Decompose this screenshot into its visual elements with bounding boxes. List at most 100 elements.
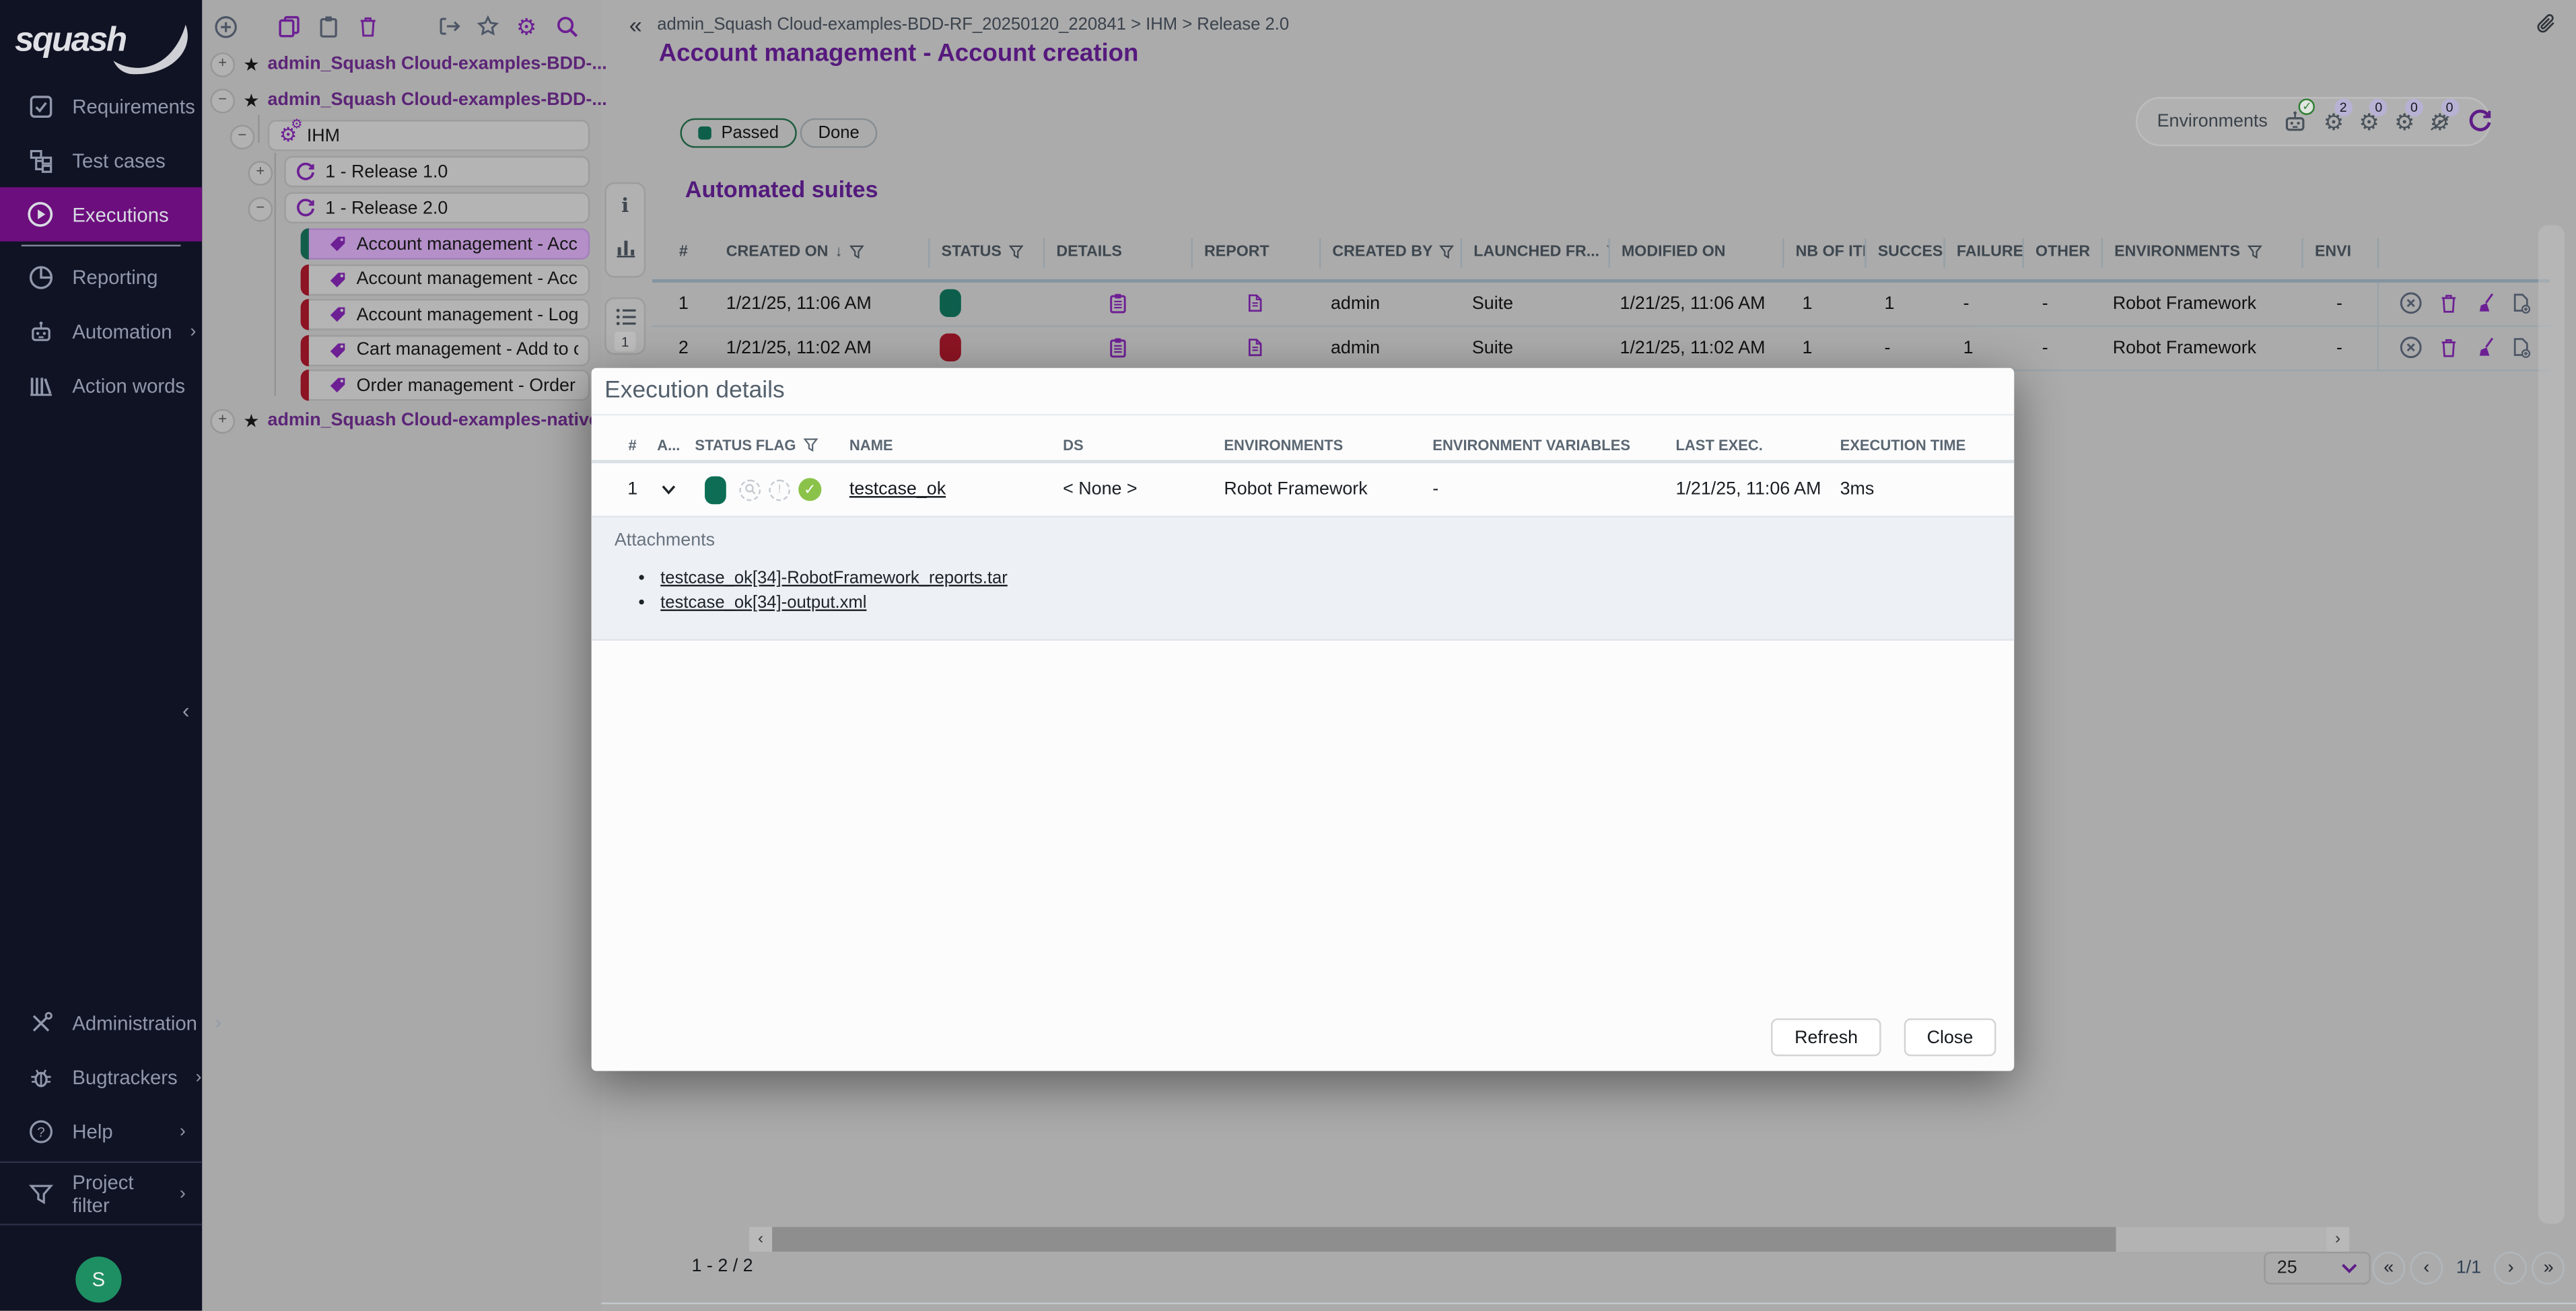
column-header[interactable]: DETAILS: [1043, 237, 1191, 267]
attachment-link[interactable]: testcase_ok[34]-output.xml: [660, 593, 867, 613]
column-header[interactable]: MODIFIED ON: [1608, 237, 1782, 267]
breadcrumb[interactable]: admin_Squash Cloud-examples-BDD-RF_20250…: [657, 14, 1290, 35]
filter-funnel-icon[interactable]: [1439, 245, 1455, 260]
sort-desc-icon[interactable]: ↓: [835, 243, 843, 262]
report-document-icon[interactable]: [1245, 336, 1265, 358]
tree-node-campaign[interactable]: 1 - Release 2.0: [284, 192, 590, 223]
user-avatar[interactable]: S: [75, 1256, 122, 1303]
column-header[interactable]: REPORT: [1191, 237, 1319, 267]
last-page-button[interactable]: »: [2532, 1251, 2565, 1285]
refresh-icon[interactable]: [2465, 108, 2493, 135]
tree-node-project[interactable]: + ★ admin_Squash Cloud-examples-native..…: [210, 407, 614, 433]
information-icon[interactable]: i: [621, 194, 629, 217]
filter-funnel-icon[interactable]: [802, 437, 818, 453]
tree-node-project[interactable]: + ★ admin_Squash Cloud-examples-BDD-...: [210, 51, 607, 77]
page-size-select[interactable]: 25: [2264, 1251, 2371, 1285]
column-header-environments[interactable]: ENVIRONMENTS: [2101, 237, 2302, 267]
gear-count-icon[interactable]: ⚙ 2: [2324, 98, 2353, 135]
sidebar-item-requirements[interactable]: Requirements: [0, 79, 202, 133]
expander-icon[interactable]: +: [248, 161, 273, 186]
table-row[interactable]: 1 1/21/25, 11:06 AM admin Suite 1/21/25,…: [652, 281, 2550, 326]
sidebar-item-test-cases[interactable]: Test cases: [0, 133, 202, 188]
paperclip-icon[interactable]: [2534, 11, 2558, 36]
sidebar-item-action-words[interactable]: Action words: [0, 358, 202, 413]
clean-broom-icon[interactable]: [2473, 292, 2495, 314]
filter-funnel-icon[interactable]: [849, 245, 864, 260]
filter-funnel-icon[interactable]: [2246, 245, 2262, 260]
sidebar-item-reporting[interactable]: Reporting: [0, 250, 202, 304]
expander-icon[interactable]: −: [230, 125, 255, 150]
next-page-button[interactable]: ›: [2494, 1251, 2528, 1285]
tree-node-iteration[interactable]: Cart management - Add to c...: [300, 334, 590, 366]
column-header-flag[interactable]: FLAG: [739, 437, 841, 454]
tree-node-campaign[interactable]: 1 - Release 1.0: [284, 155, 590, 188]
details-clipboard-icon[interactable]: [1107, 336, 1128, 358]
expander-icon[interactable]: +: [210, 408, 236, 433]
scrollbar-thumb[interactable]: [772, 1227, 2116, 1252]
testcase-link[interactable]: testcase_ok: [849, 479, 946, 499]
tree-node-iteration[interactable]: Account management - Login: [300, 299, 590, 330]
add-plus-circle-icon[interactable]: [213, 14, 238, 39]
search-icon[interactable]: [554, 14, 579, 39]
export-document-icon[interactable]: [2509, 292, 2531, 314]
column-header[interactable]: #: [678, 243, 688, 262]
list-icon[interactable]: [614, 306, 637, 328]
copy-icon[interactable]: [276, 14, 301, 39]
cancel-circle-x-icon[interactable]: [2398, 291, 2423, 316]
scroll-right-icon[interactable]: ›: [2326, 1227, 2350, 1252]
previous-page-button[interactable]: ‹: [2410, 1251, 2443, 1285]
tree-node-iteration[interactable]: Account management - Acc...: [300, 263, 590, 295]
delete-trash-icon[interactable]: [2437, 292, 2459, 314]
export-document-icon[interactable]: [2509, 336, 2531, 358]
refresh-button[interactable]: Refresh: [1771, 1018, 1881, 1057]
sidebar-item-automation[interactable]: Automation ›: [0, 304, 202, 359]
robot-environment-icon[interactable]: ✓: [2283, 98, 2316, 135]
column-header[interactable]: OTHER: [2022, 237, 2101, 267]
expander-icon[interactable]: −: [210, 87, 236, 113]
back-collapse-icon[interactable]: «: [619, 10, 652, 40]
sidebar-item-help[interactable]: ? Help ›: [0, 1104, 202, 1158]
expander-icon[interactable]: −: [248, 197, 273, 222]
sidebar-item-bugtrackers[interactable]: Bugtrackers ›: [0, 1050, 202, 1104]
export-icon[interactable]: [436, 14, 460, 39]
column-header-launched-from[interactable]: LAUNCHED FR...: [1460, 237, 1609, 267]
filter-funnel-icon[interactable]: [1008, 245, 1023, 260]
dashboard-chart-icon[interactable]: [614, 235, 637, 258]
first-page-button[interactable]: «: [2372, 1251, 2406, 1285]
delete-trash-icon[interactable]: [355, 14, 380, 39]
paste-clipboard-icon[interactable]: [316, 14, 341, 39]
gear-transfer-icon[interactable]: ⚙ 0: [2359, 98, 2388, 135]
column-header-status[interactable]: STATUS: [928, 237, 1043, 267]
column-header-truncated[interactable]: ENVI: [2301, 237, 2377, 267]
gear-disabled-icon[interactable]: ⚙0: [2430, 98, 2459, 135]
table-row[interactable]: 2 1/21/25, 11:02 AM admin Suite 1/21/25,…: [652, 326, 2550, 371]
sidebar-collapse-button[interactable]: ‹: [172, 697, 199, 724]
scrollbar-track[interactable]: [2116, 1227, 2327, 1252]
clean-broom-icon[interactable]: [2473, 336, 2495, 358]
column-header-created-by[interactable]: CREATED BY: [1319, 237, 1461, 267]
vertical-scrollbar-track[interactable]: [2538, 225, 2565, 1224]
column-header[interactable]: NB OF ITPI: [1782, 237, 1865, 267]
status-pill-passed[interactable]: Passed: [680, 118, 797, 148]
favorite-star-icon[interactable]: [475, 14, 499, 39]
tree-node-iteration-selected[interactable]: Account management - Acc...: [300, 228, 590, 260]
tree-node-project[interactable]: − ★ admin_Squash Cloud-examples-BDD-...: [210, 87, 607, 113]
expander-icon[interactable]: +: [210, 51, 236, 77]
close-button[interactable]: Close: [1904, 1018, 1996, 1057]
column-header[interactable]: FAILURE: [1943, 237, 2023, 267]
settings-gear-icon[interactable]: ⚙: [514, 12, 539, 39]
report-document-icon[interactable]: [1245, 292, 1265, 314]
delete-trash-icon[interactable]: [2437, 336, 2459, 358]
column-header-created-on[interactable]: CREATED ON ↓: [715, 238, 928, 267]
attachment-link[interactable]: testcase_ok[34]-RobotFramework_reports.t…: [660, 568, 1008, 588]
tree-node-campaign-folder[interactable]: ⚙ ⚙ IHM: [267, 118, 590, 151]
expand-chevron-down-icon[interactable]: [659, 480, 678, 499]
gear-sync-icon[interactable]: ⚙ 0: [2394, 98, 2423, 135]
cancel-circle-x-icon[interactable]: [2398, 335, 2423, 360]
column-header[interactable]: SUCCESS: [1865, 237, 1943, 267]
sidebar-item-administration[interactable]: Administration ›: [0, 995, 221, 1050]
tree-node-iteration[interactable]: Order management - Order ...: [300, 369, 590, 401]
sidebar-item-project-filter[interactable]: Project filter ›: [0, 1166, 202, 1221]
sidebar-item-executions[interactable]: Executions: [0, 187, 203, 242]
scroll-left-icon[interactable]: ‹: [749, 1227, 773, 1252]
